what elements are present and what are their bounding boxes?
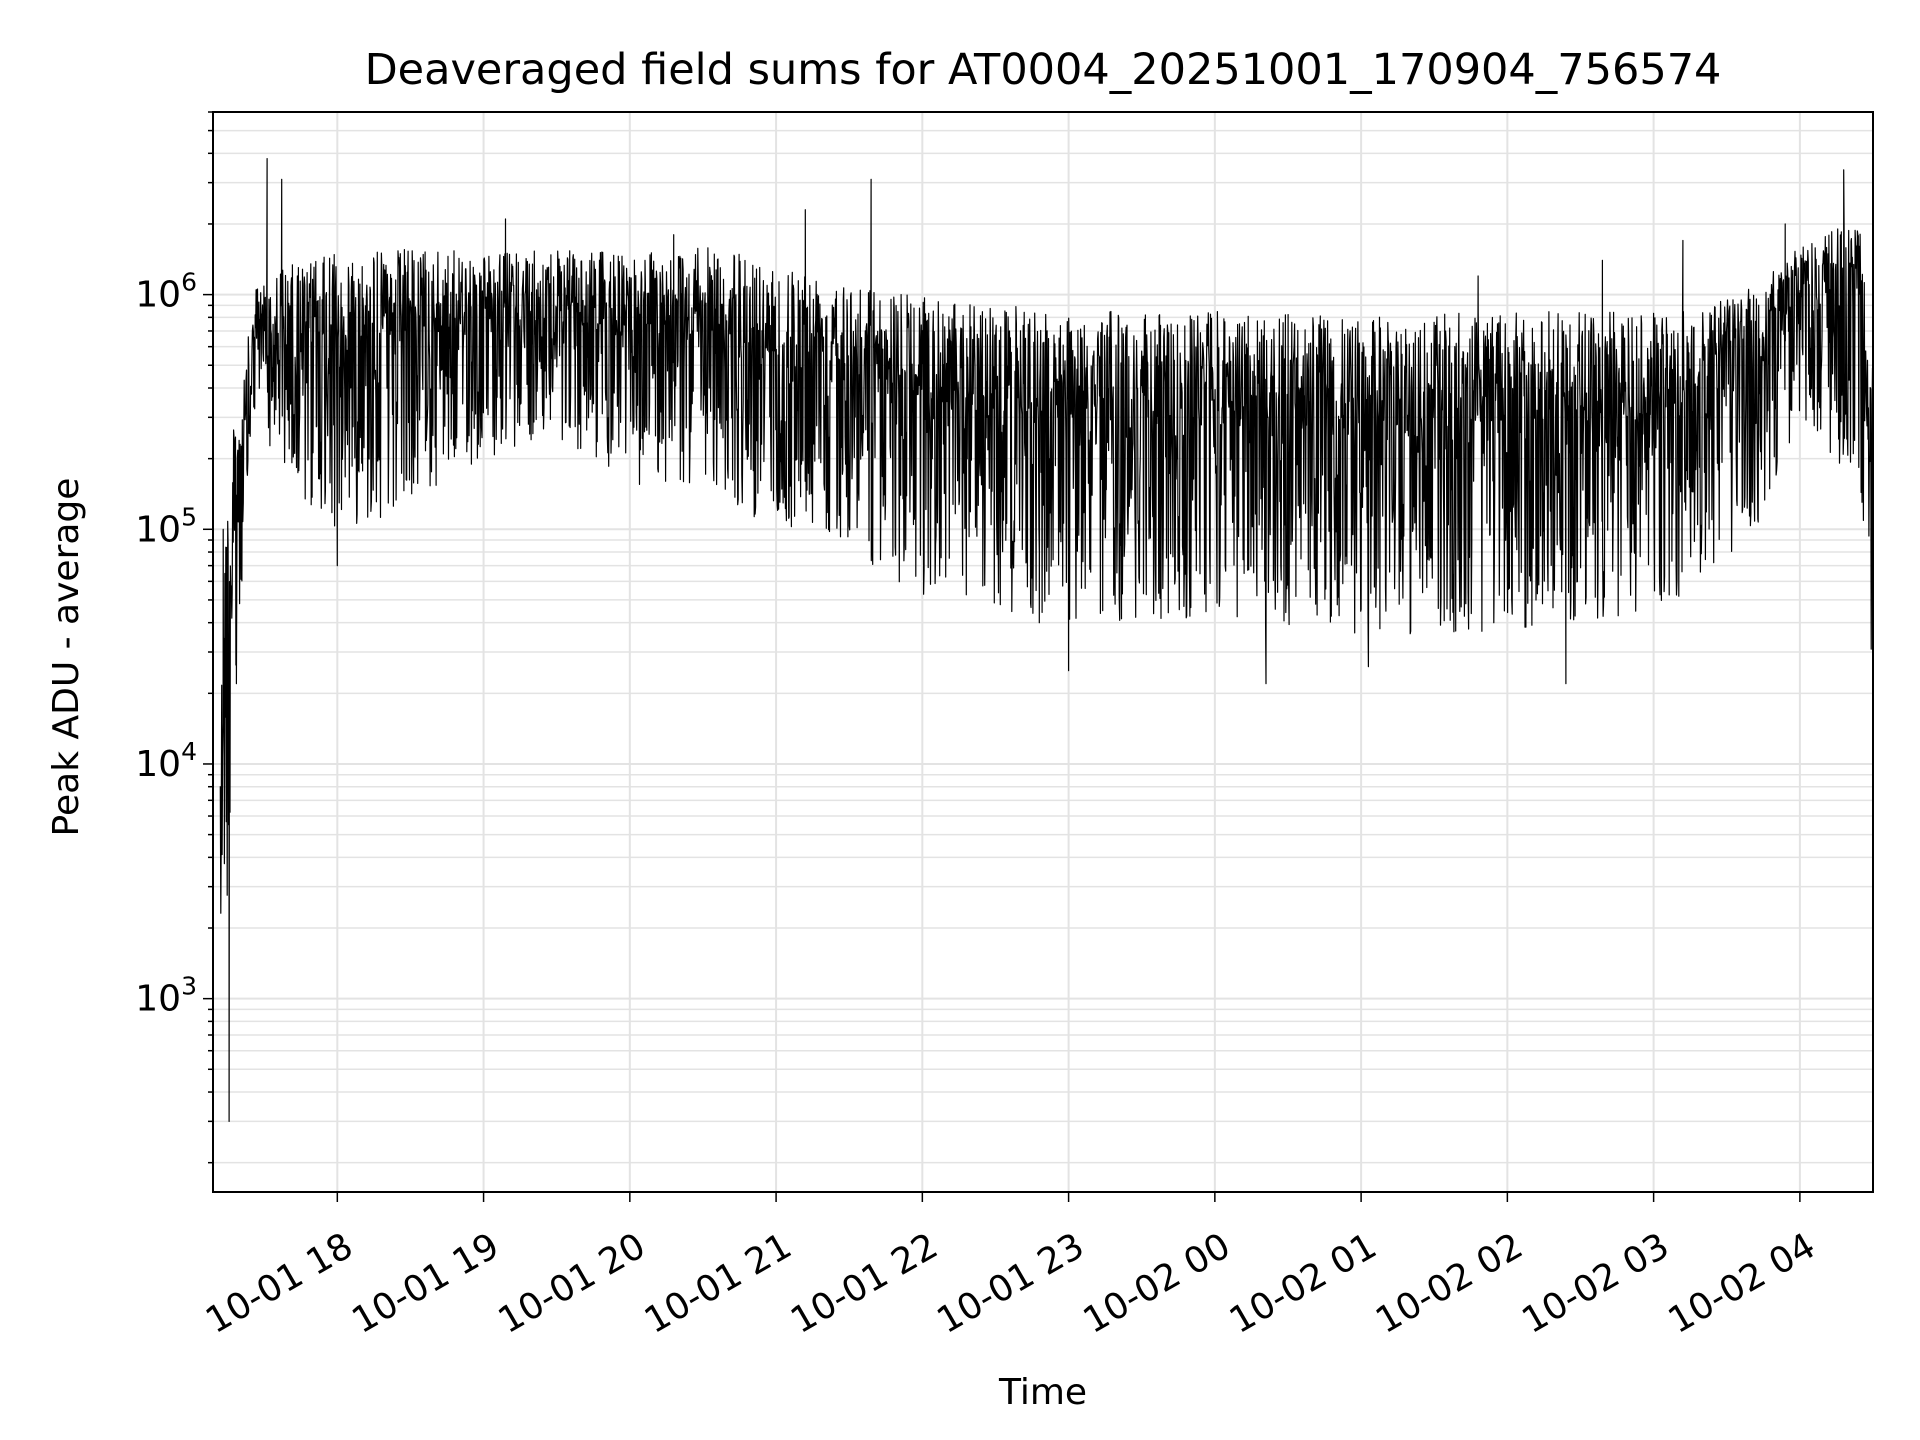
y-tick-label: 103 — [135, 972, 197, 1020]
y-tick-label-exponent: 4 — [181, 737, 197, 766]
y-tick-label: 105 — [135, 502, 197, 550]
y-tick-label-exponent: 6 — [181, 268, 197, 297]
y-tick-label: 104 — [135, 737, 197, 785]
y-tick-label-base: 10 — [135, 509, 181, 550]
y-tick-label-base: 10 — [135, 275, 181, 316]
y-tick-label-base: 10 — [135, 979, 181, 1020]
y-tick-label: 106 — [135, 268, 197, 316]
y-tick-label-base: 10 — [135, 744, 181, 785]
y-tick-label-exponent: 3 — [181, 972, 197, 1001]
x-axis-label: Time — [998, 1372, 1087, 1413]
chart-title: Deaveraged field sums for AT0004_2025100… — [365, 45, 1722, 95]
plot-area — [219, 158, 1874, 1122]
y-axis-label: Peak ADU - average — [46, 478, 87, 837]
series-line — [219, 158, 1874, 1122]
y-tick-label-exponent: 5 — [181, 502, 197, 531]
grid — [213, 111, 1873, 1192]
plot-frame — [212, 111, 1874, 1193]
